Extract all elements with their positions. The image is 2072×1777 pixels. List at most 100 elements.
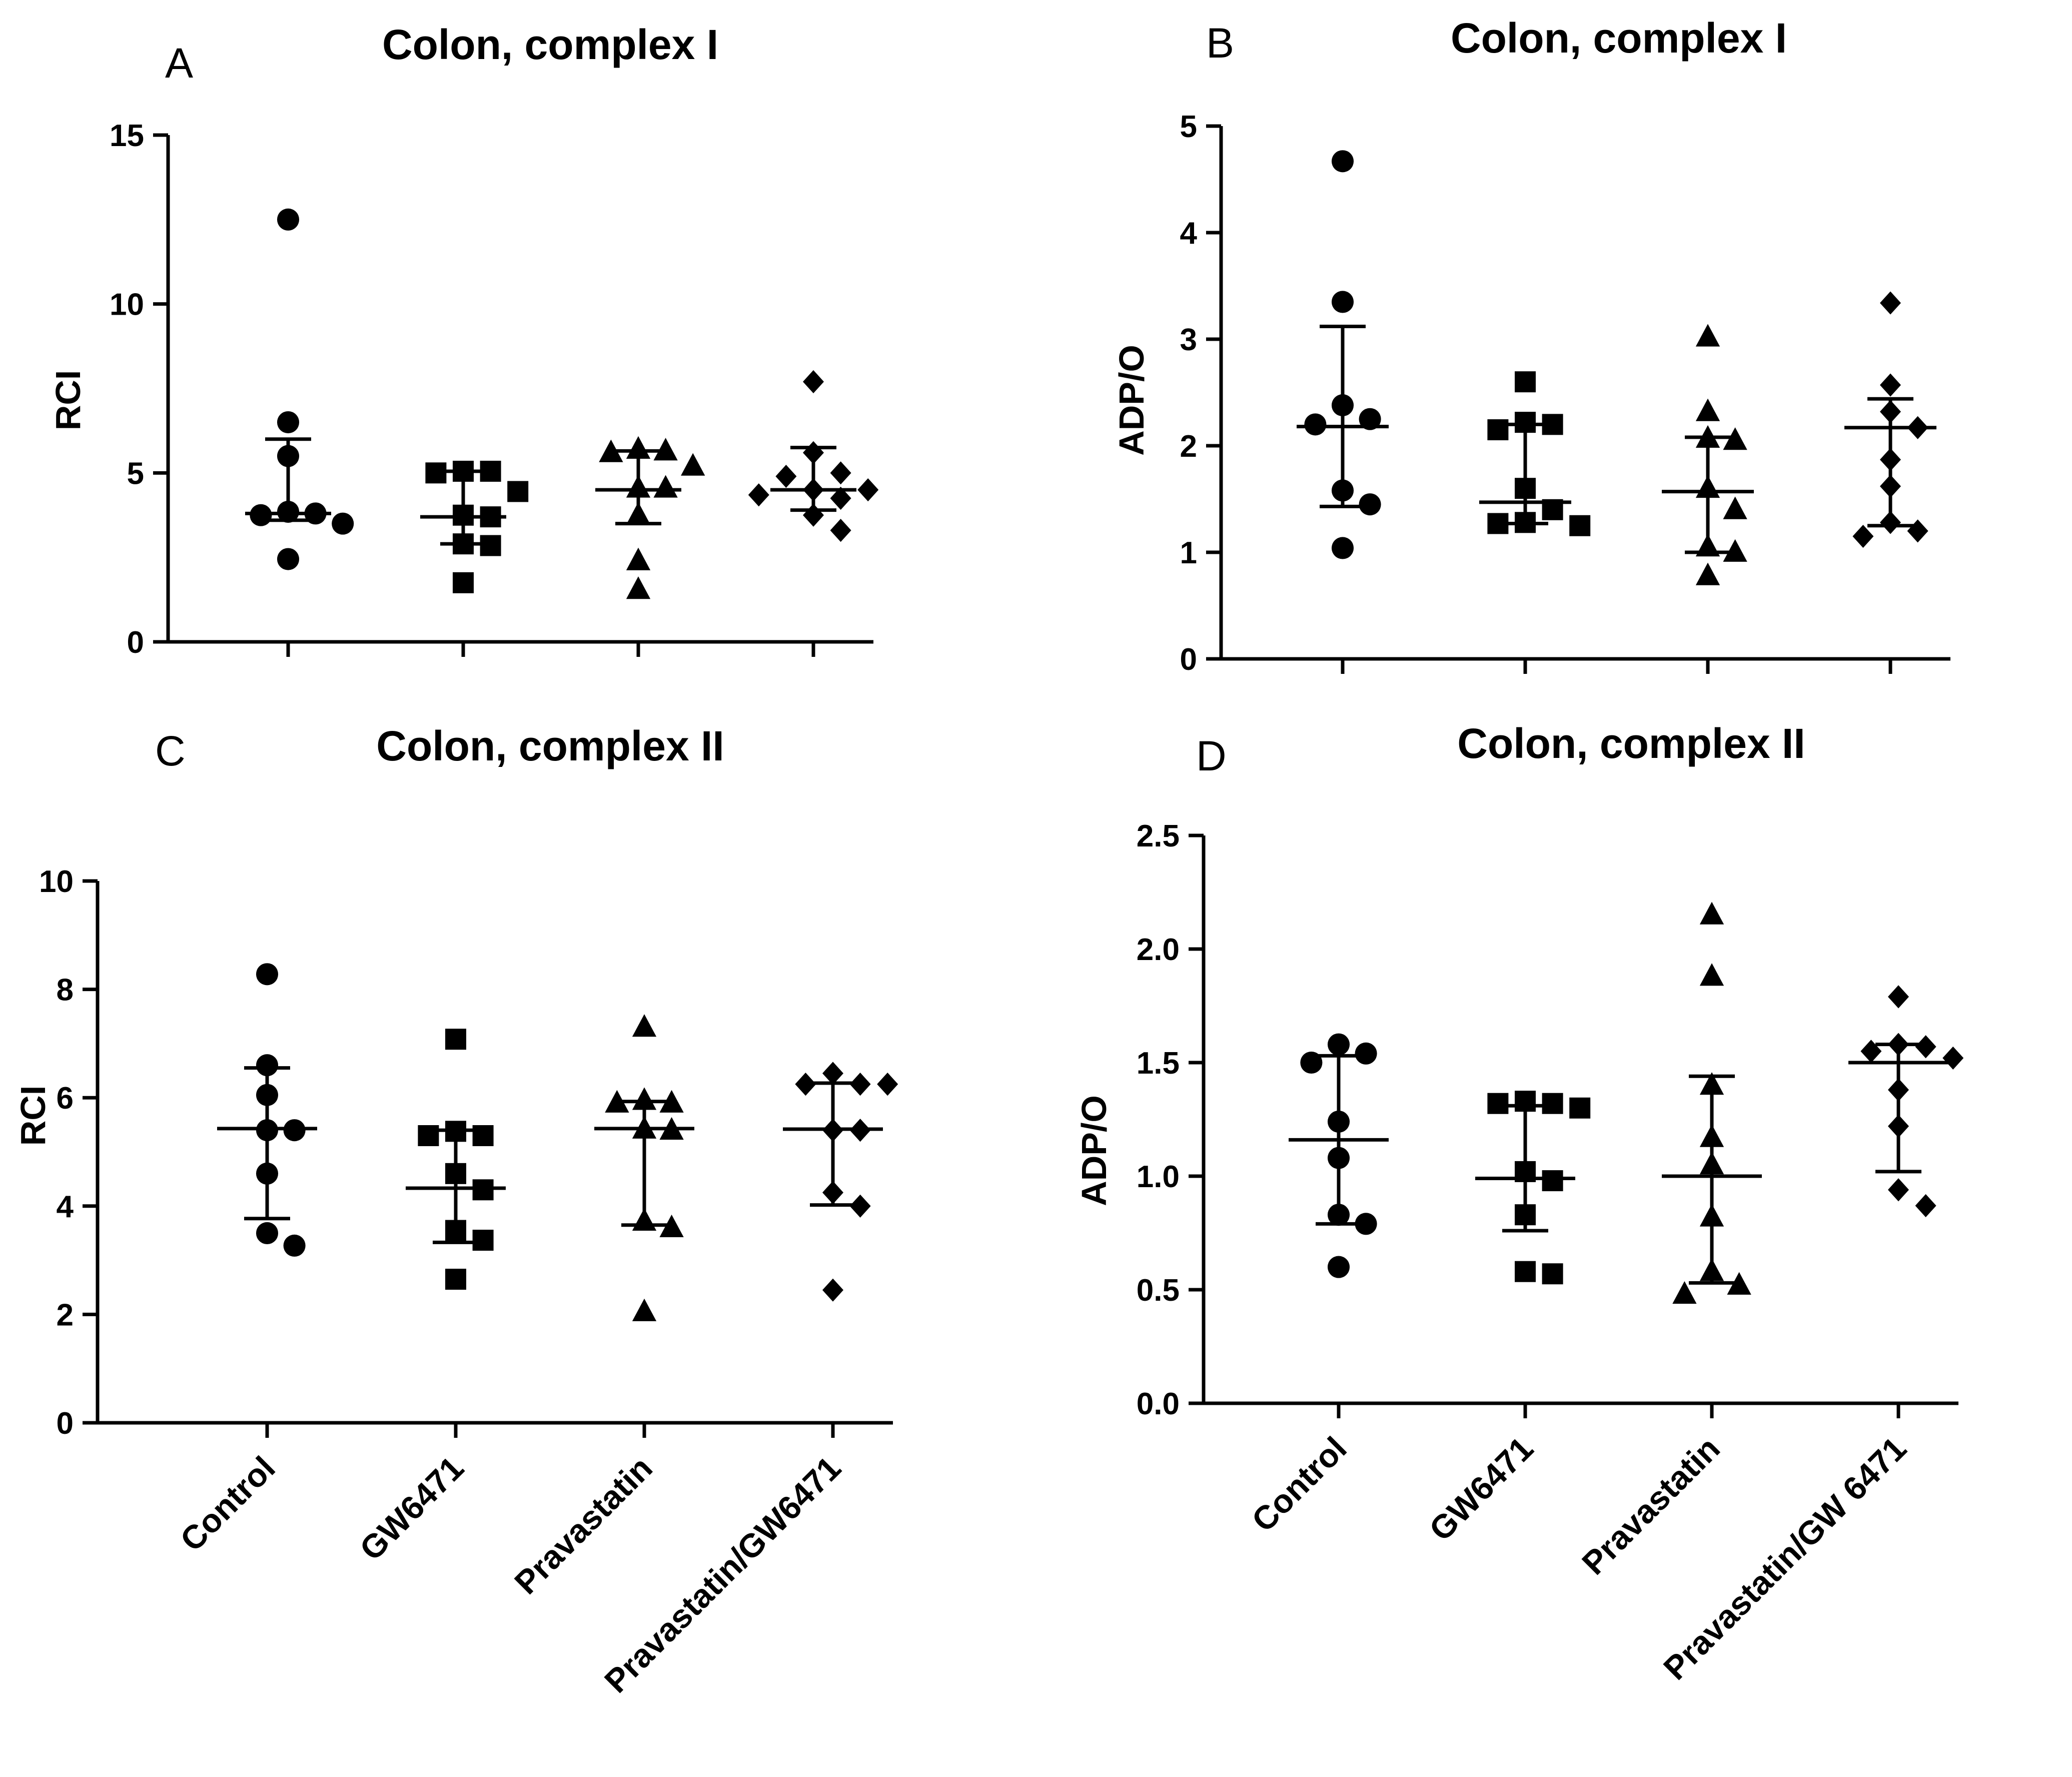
data-point-diamond bbox=[775, 464, 797, 488]
y-tick-label: 5 bbox=[1180, 110, 1197, 144]
x-category-label: Control bbox=[173, 1449, 282, 1558]
series-2 bbox=[420, 460, 529, 657]
panel-letter-c: C bbox=[155, 727, 186, 774]
chart-panel-d: D Colon, complex II ADP/O 0.0 0.5 1.0 1.5 2.… bbox=[1075, 720, 1964, 1687]
panel-a: A Colon, complex I RCI 0 5 10 15 bbox=[0, 0, 1036, 710]
data-point-triangle bbox=[632, 1298, 657, 1321]
data-point-diamond bbox=[1852, 524, 1874, 548]
chart-title: Colon, complex II bbox=[376, 722, 724, 769]
data-point-diamond bbox=[822, 1278, 843, 1302]
y-tick-label: 2.0 bbox=[1137, 933, 1180, 967]
chart-title: Colon, complex I bbox=[1451, 15, 1787, 62]
data-point-square bbox=[1542, 1093, 1563, 1114]
data-point-circle bbox=[1327, 1256, 1350, 1278]
data-point-circle bbox=[1327, 1033, 1350, 1056]
data-point-square bbox=[1542, 1170, 1563, 1192]
panel-d: D Colon, complex II ADP/O 0.0 0.5 1.0 1.5 2.… bbox=[1036, 710, 2072, 1777]
data-point-triangle bbox=[653, 438, 678, 461]
panel-letter-d: D bbox=[1196, 732, 1227, 779]
data-point-triangle bbox=[659, 1090, 684, 1113]
data-point-triangle bbox=[1695, 324, 1720, 347]
chart-panel-c: C Colon, complex II RCI 0 2 4 6 8 10 Control GW… bbox=[14, 722, 898, 1700]
data-point-triangle bbox=[1695, 398, 1720, 421]
data-point-diamond bbox=[830, 519, 851, 542]
data-point-diamond bbox=[1915, 1194, 1936, 1218]
series-4: Pravastatin/GW6471 bbox=[597, 1062, 898, 1700]
data-point-triangle bbox=[659, 1214, 684, 1238]
series-3: Pravastatin bbox=[1575, 902, 1762, 1582]
data-point-square bbox=[472, 1125, 494, 1147]
y-axis-label: ADP/O bbox=[1112, 345, 1151, 456]
data-point-triangle bbox=[1699, 902, 1724, 925]
data-point-diamond bbox=[1880, 291, 1901, 315]
y-tick-label: 1 bbox=[1180, 536, 1197, 570]
data-point-square bbox=[418, 1125, 439, 1147]
data-point-diamond bbox=[830, 461, 851, 485]
data-point-square bbox=[472, 1230, 494, 1251]
data-point-circle bbox=[1304, 413, 1327, 436]
y-tick-label: 4 bbox=[1180, 216, 1198, 251]
data-point-circle bbox=[1331, 150, 1354, 173]
y-tick-label: 2 bbox=[57, 1298, 74, 1332]
y-axis-label: RCI bbox=[14, 1086, 53, 1146]
y-axis-label: ADP/O bbox=[1075, 1095, 1114, 1206]
data-point-triangle bbox=[653, 475, 678, 498]
y-tick-label: 0 bbox=[1180, 642, 1197, 677]
chart-title: Colon, complex II bbox=[1457, 720, 1805, 767]
data-point-diamond bbox=[1888, 985, 1909, 1009]
y-tick-label: 2.5 bbox=[1137, 819, 1180, 853]
axes: 0 2 4 6 8 10 bbox=[39, 864, 893, 1441]
data-point-diamond bbox=[1942, 1046, 1964, 1070]
y-tick-label: 8 bbox=[57, 973, 74, 1008]
x-category-label: Pravastatin bbox=[507, 1449, 659, 1601]
series-3: Pravastatin bbox=[507, 1014, 694, 1601]
data-point-circle bbox=[1359, 408, 1381, 430]
data-point-circle bbox=[332, 512, 354, 535]
data-point-triangle bbox=[1723, 427, 1747, 450]
y-tick-label: 0.5 bbox=[1137, 1273, 1180, 1308]
data-point-triangle bbox=[599, 439, 623, 462]
y-tick-label: 3 bbox=[1180, 323, 1197, 357]
data-point-diamond bbox=[1880, 373, 1901, 397]
y-tick-label: 10 bbox=[110, 288, 144, 322]
series-3 bbox=[595, 436, 705, 657]
data-point-triangle bbox=[681, 453, 705, 476]
data-point-diamond bbox=[830, 486, 851, 510]
panel-c: C Colon, complex II RCI 0 2 4 6 8 10 Control GW… bbox=[0, 710, 1036, 1777]
data-point-circle bbox=[277, 411, 300, 434]
x-category-label: Control bbox=[1245, 1430, 1354, 1539]
data-point-triangle bbox=[1672, 1281, 1697, 1304]
data-point-triangle bbox=[1723, 539, 1747, 562]
data-point-diamond bbox=[1888, 1178, 1909, 1202]
series-2 bbox=[1479, 371, 1591, 674]
data-point-circle bbox=[277, 208, 300, 231]
data-point-diamond bbox=[877, 1073, 898, 1096]
axes: 0.0 0.5 1.0 1.5 2.0 2.5 bbox=[1137, 819, 1958, 1421]
data-point-square bbox=[1487, 419, 1509, 441]
data-point-diamond bbox=[748, 483, 769, 507]
series-1 bbox=[1297, 150, 1389, 674]
y-tick-label: 1.0 bbox=[1137, 1160, 1180, 1194]
panel-letter-a: A bbox=[165, 40, 193, 87]
series-1: Control bbox=[1245, 1033, 1389, 1539]
series-3 bbox=[1662, 324, 1754, 674]
data-point-square bbox=[445, 1029, 466, 1050]
x-category-label: GW6471 bbox=[1422, 1430, 1540, 1548]
y-tick-label: 5 bbox=[127, 456, 144, 491]
chart-title: Colon, complex I bbox=[382, 21, 718, 68]
data-point-triangle bbox=[1695, 562, 1720, 585]
data-point-circle bbox=[283, 1234, 306, 1257]
data-point-diamond bbox=[849, 1194, 871, 1218]
y-tick-label: 1.5 bbox=[1137, 1046, 1180, 1081]
panel-b: B Colon, complex I ADP/O 0 1 2 3 4 5 bbox=[1036, 0, 2072, 710]
data-point-circle bbox=[256, 1054, 279, 1077]
data-point-circle bbox=[277, 548, 300, 570]
data-point-circle bbox=[1359, 493, 1381, 516]
data-point-square bbox=[1487, 1093, 1509, 1114]
data-point-diamond bbox=[857, 478, 879, 502]
y-tick-label: 0 bbox=[57, 1406, 74, 1441]
series-1: Control bbox=[173, 963, 317, 1558]
chart-panel-b: B Colon, complex I ADP/O 0 1 2 3 4 5 bbox=[1112, 15, 1950, 677]
data-point-circle bbox=[256, 963, 279, 986]
chart-panel-a: A Colon, complex I RCI 0 5 10 15 bbox=[49, 21, 879, 660]
